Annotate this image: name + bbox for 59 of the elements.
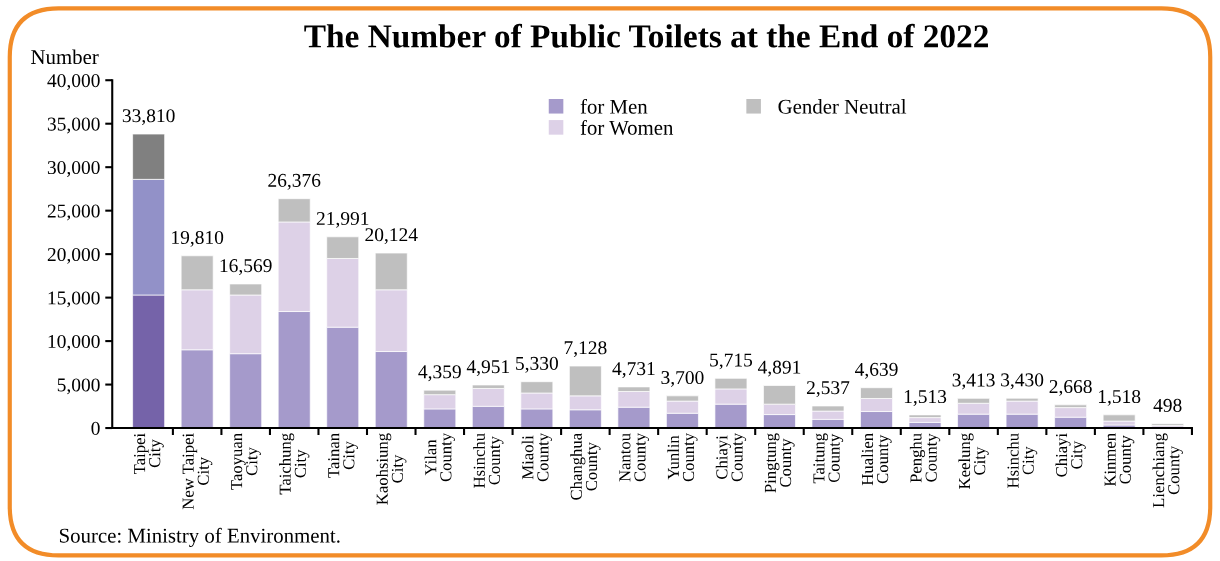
total-label: 19,810 bbox=[172, 230, 224, 247]
total-label: 26,376 bbox=[268, 173, 321, 190]
total-label: 20,124 bbox=[365, 228, 418, 245]
total-label: 3,430 bbox=[1001, 373, 1044, 390]
x-tick-label: Tainan City bbox=[328, 433, 358, 478]
y-tick-label: 10,000 bbox=[48, 334, 100, 351]
total-label: 2,537 bbox=[806, 381, 850, 398]
total-label: 33,810 bbox=[122, 109, 175, 126]
total-label: 4,359 bbox=[418, 365, 461, 382]
total-label: 5,330 bbox=[516, 356, 558, 373]
y-tick-label: 15,000 bbox=[48, 291, 100, 308]
x-tick-label: Hsinchu City bbox=[1006, 433, 1038, 488]
x-tick-label: Changhua County bbox=[570, 433, 601, 500]
x-tick-label: Chiayi County bbox=[715, 432, 747, 482]
x-tick-label: Hualien County bbox=[861, 433, 892, 486]
x-tick-label: Taitung County bbox=[813, 433, 844, 484]
total-label: 5,715 bbox=[710, 353, 753, 370]
legend-label: Gender Neutral bbox=[778, 99, 907, 114]
total-label: 7,128 bbox=[564, 341, 607, 358]
total-label: 4,639 bbox=[855, 362, 898, 379]
x-tick-label: Taoyuan City bbox=[231, 433, 261, 490]
y-tick-label: 30,000 bbox=[47, 160, 100, 177]
total-label: 4,731 bbox=[612, 362, 655, 378]
legend-label: for Men bbox=[580, 98, 648, 114]
total-label: 3,700 bbox=[661, 370, 704, 387]
x-tick-label: Penghu County bbox=[909, 433, 941, 483]
y-tick-label: 25,000 bbox=[47, 204, 100, 221]
total-label: 16,569 bbox=[220, 259, 272, 275]
x-tick-label: Yilan County bbox=[424, 432, 455, 482]
total-label: 4,951 bbox=[466, 360, 510, 377]
x-tick-label: Kaohsiung City bbox=[376, 433, 407, 505]
x-tick-label: Hsinchu County bbox=[473, 433, 504, 488]
y-tick-label: 35,000 bbox=[47, 117, 100, 134]
x-tick-label: Yunlin County bbox=[667, 432, 698, 482]
y-tick-label: 20,000 bbox=[47, 247, 100, 264]
total-label: 21,991 bbox=[316, 211, 369, 228]
legend-label: for Women bbox=[580, 119, 674, 135]
total-label: 1,518 bbox=[1098, 389, 1141, 406]
x-tick-label: Lienchiang County bbox=[1152, 433, 1183, 508]
total-label: 1,513 bbox=[904, 390, 947, 406]
x-tick-label: Keelung City bbox=[958, 433, 989, 489]
y-axis-title: Number bbox=[31, 49, 99, 65]
y-tick-label: 0 bbox=[91, 421, 100, 435]
x-tick-label: Taichung City bbox=[279, 433, 310, 495]
y-tick-label: 40,000 bbox=[47, 74, 100, 90]
x-tick-label: Chiayi City bbox=[1055, 433, 1086, 477]
x-tick-label: Pingtung County bbox=[764, 433, 795, 493]
x-tick-label: New Taipei City bbox=[182, 433, 213, 510]
y-tick-label: 5,000 bbox=[57, 378, 100, 395]
total-label: 498 bbox=[1153, 398, 1182, 412]
x-tick-label: Miaoli County bbox=[521, 432, 552, 482]
source-note: Source: Ministry of Environment. bbox=[59, 527, 340, 547]
total-label: 2,668 bbox=[1049, 379, 1092, 396]
total-label: 4,891 bbox=[757, 360, 801, 377]
total-label: 3,413 bbox=[952, 373, 995, 390]
x-tick-label: Taipei City bbox=[134, 433, 164, 475]
chart-title: The Number of Public Toilets at the End of 2022 bbox=[304, 23, 988, 48]
x-tick-label: Nantou County bbox=[619, 432, 650, 482]
x-tick-label: Kinmen County bbox=[1104, 433, 1135, 487]
